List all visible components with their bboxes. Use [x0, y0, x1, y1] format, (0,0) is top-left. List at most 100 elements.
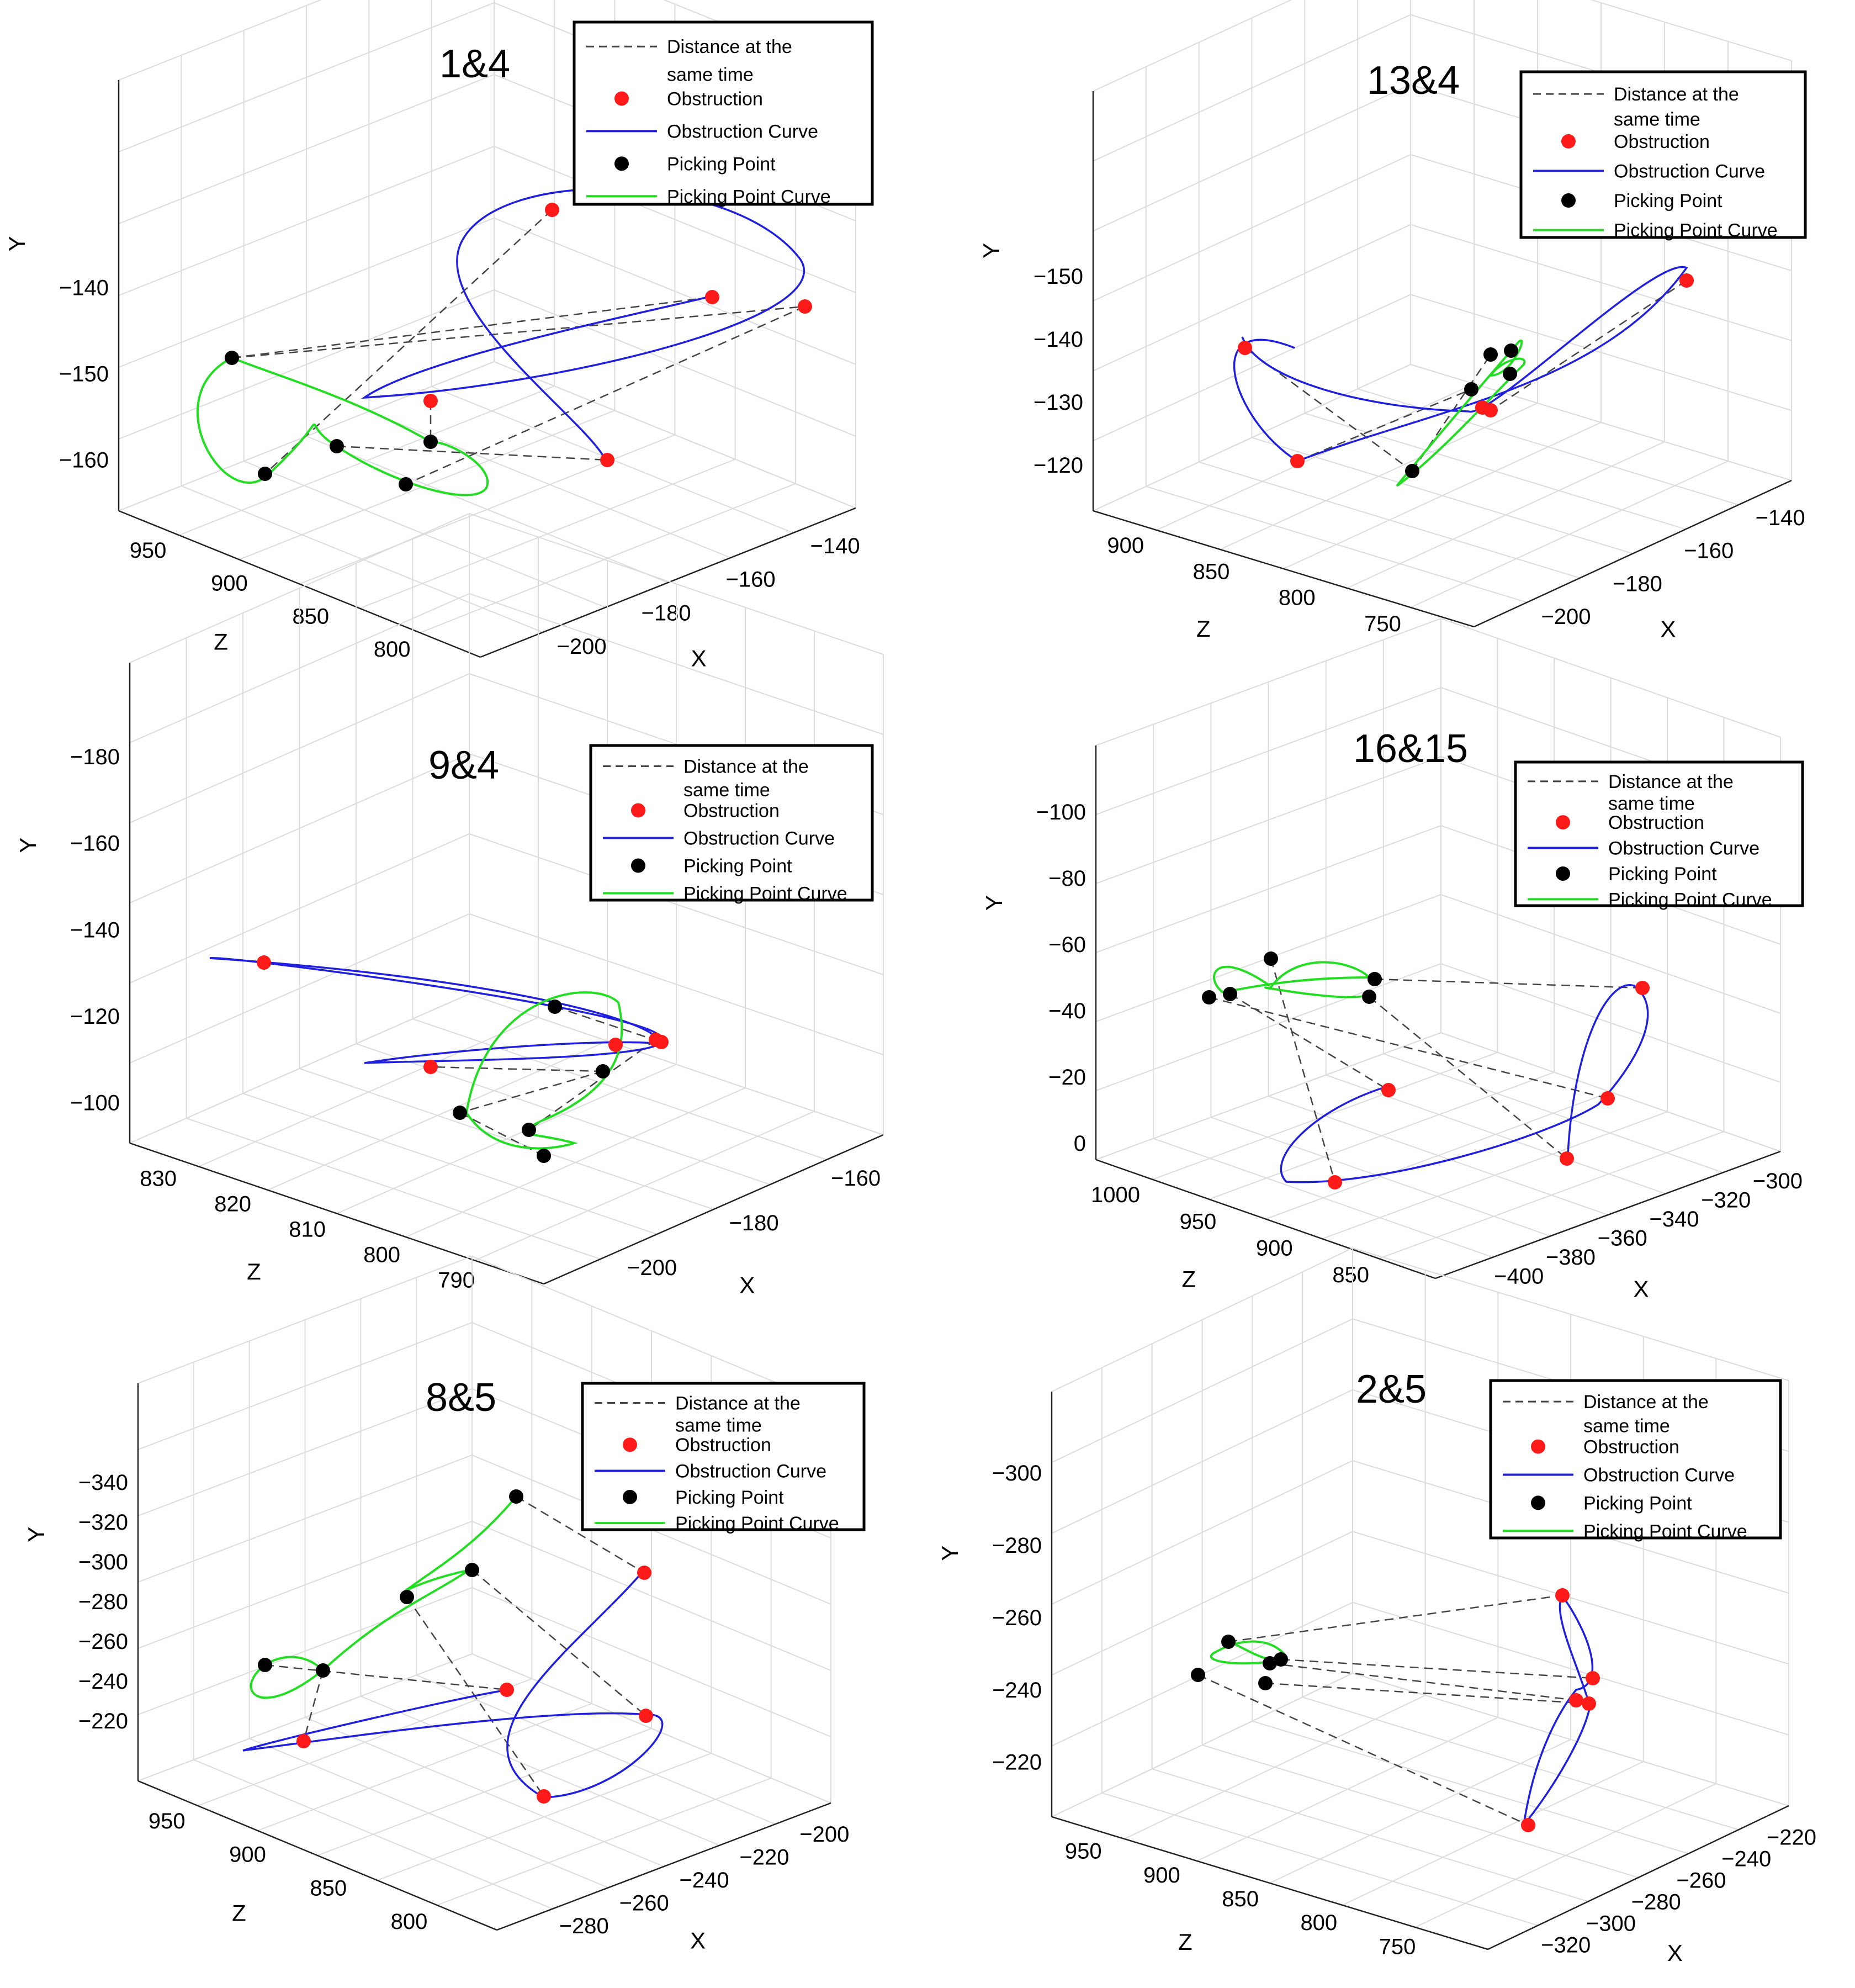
picking-point-curve	[1210, 1640, 1288, 1665]
z-tick-label: 850	[292, 604, 329, 628]
y-tick-label: −20	[1048, 1065, 1086, 1090]
grid-line	[1051, 1673, 1353, 1817]
legend-label-distance-1: Distance at the	[683, 757, 809, 778]
grid	[137, 1255, 831, 1931]
legend-label: Obstruction Curve	[1583, 1464, 1735, 1485]
obstruction-point	[1569, 1693, 1583, 1707]
obstruction-point	[423, 1060, 438, 1074]
picking-point	[423, 435, 438, 449]
z-tick-label: 750	[1379, 1934, 1416, 1959]
z-tick-label: 950	[130, 538, 167, 563]
legend-dot-swatch	[1561, 134, 1576, 149]
x-tick-label: −140	[1756, 506, 1805, 530]
grid-line	[1095, 1032, 1781, 1160]
legend-label-distance-1: Distance at the	[667, 36, 792, 57]
legend-label: Picking Point	[675, 1487, 784, 1508]
x-tick-label: −260	[619, 1891, 669, 1915]
legend-label: Picking Point Curve	[675, 1513, 839, 1534]
z-tick-label: 850	[1332, 1263, 1369, 1287]
grid-line	[1283, 422, 1602, 569]
y-tick-label: −160	[59, 448, 109, 473]
y-tick-label: −300	[78, 1550, 128, 1574]
y-axis-label: Y	[4, 236, 30, 251]
grid	[1051, 1247, 1789, 1950]
grid-line	[1093, 224, 1792, 372]
distance-line	[1209, 996, 1608, 1099]
legend-label-distance-2: same time	[667, 64, 754, 85]
grid-line	[1093, 364, 1411, 511]
legend-label: Obstruction	[1583, 1437, 1679, 1458]
legend-box	[581, 1382, 866, 1531]
distance-line	[459, 1070, 603, 1114]
z-tick-label: 1000	[1091, 1183, 1140, 1207]
picking-point	[548, 1000, 562, 1014]
z-tick-label: 800	[374, 637, 411, 662]
legend-box	[573, 20, 874, 206]
distance-line	[1490, 279, 1687, 411]
picking-point	[1191, 1668, 1205, 1682]
grid-line	[494, 361, 856, 509]
picking-point	[258, 467, 272, 481]
grid-line	[1302, 1696, 1739, 1831]
legend-label: Picking Point	[1608, 864, 1717, 885]
z-axis-line	[137, 1780, 497, 1931]
x-tick-label: −200	[627, 1256, 677, 1280]
y-tick-label: −140	[70, 918, 120, 942]
distance-line	[1197, 1674, 1529, 1826]
z-axis-line	[1095, 1159, 1436, 1279]
y-tick-label: −150	[1034, 265, 1083, 289]
chart-title: 9&4	[428, 743, 499, 787]
obstruction-point	[1483, 403, 1498, 417]
chart-panel-1: −140 −160 −180 −200 950 900 850 800 −140 −150 −160…	[4, 0, 874, 672]
obstruction-point	[654, 1035, 669, 1049]
x-tick-label: −160	[1684, 539, 1734, 563]
picking-point	[465, 1563, 479, 1577]
legend-label-distance-2: same time	[683, 780, 770, 801]
picking-point	[1221, 1635, 1236, 1649]
distance-line	[430, 1066, 603, 1072]
z-tick-label: 950	[149, 1809, 186, 1833]
picking-point	[330, 439, 344, 453]
obstruction-curve	[1233, 266, 1688, 462]
legend-label: Obstruction	[675, 1435, 771, 1456]
x-axis-line	[1435, 1150, 1781, 1279]
grid-line	[1051, 1601, 1789, 1747]
legend-label: Obstruction	[683, 801, 780, 822]
picking-point	[399, 477, 413, 491]
grid-line	[137, 1587, 831, 1737]
picking-point	[522, 1123, 536, 1137]
y-axis-label: Y	[981, 895, 1007, 911]
picking-point-curve	[1396, 340, 1526, 487]
grid-line	[1265, 1091, 1611, 1220]
x-tick-label: −360	[1598, 1226, 1647, 1250]
legend-dot-swatch	[1531, 1439, 1545, 1454]
obstruction-point	[705, 290, 719, 304]
obstruction-curve	[1280, 984, 1649, 1183]
grid	[1095, 617, 1781, 1279]
chart-title: 8&5	[426, 1376, 496, 1420]
y-tick-label: −120	[70, 1004, 120, 1029]
obstruction-point	[537, 1789, 551, 1804]
legend-label: Obstruction	[667, 88, 763, 109]
x-tick-label: −160	[726, 568, 776, 592]
grid-line	[1095, 617, 1781, 746]
distance-line	[1297, 388, 1472, 462]
grid-line	[1051, 1531, 1789, 1676]
legend-box	[1489, 1379, 1782, 1540]
grid-line	[197, 1678, 532, 1806]
legend-label: Obstruction Curve	[1614, 161, 1765, 182]
legend-box	[1519, 70, 1807, 239]
y-tick-label: −160	[70, 832, 120, 856]
legend-dot-swatch	[631, 803, 645, 818]
chart-panel-4: −300−320−340−360−380−400 1000 950 900 850 0 −2…	[981, 617, 1804, 1302]
legend-box	[1514, 760, 1804, 907]
grid-line	[1095, 963, 1781, 1091]
y-tick-label: −260	[992, 1606, 1042, 1630]
distance-line	[1374, 978, 1643, 989]
x-axis-label: X	[739, 1272, 755, 1298]
chart-panel-6: −220−240−260−280−300−320950900850800750−…	[937, 1247, 1816, 1966]
distance-line	[554, 1006, 662, 1043]
grid-line	[356, 1043, 771, 1185]
y-tick-label: −240	[992, 1678, 1042, 1703]
